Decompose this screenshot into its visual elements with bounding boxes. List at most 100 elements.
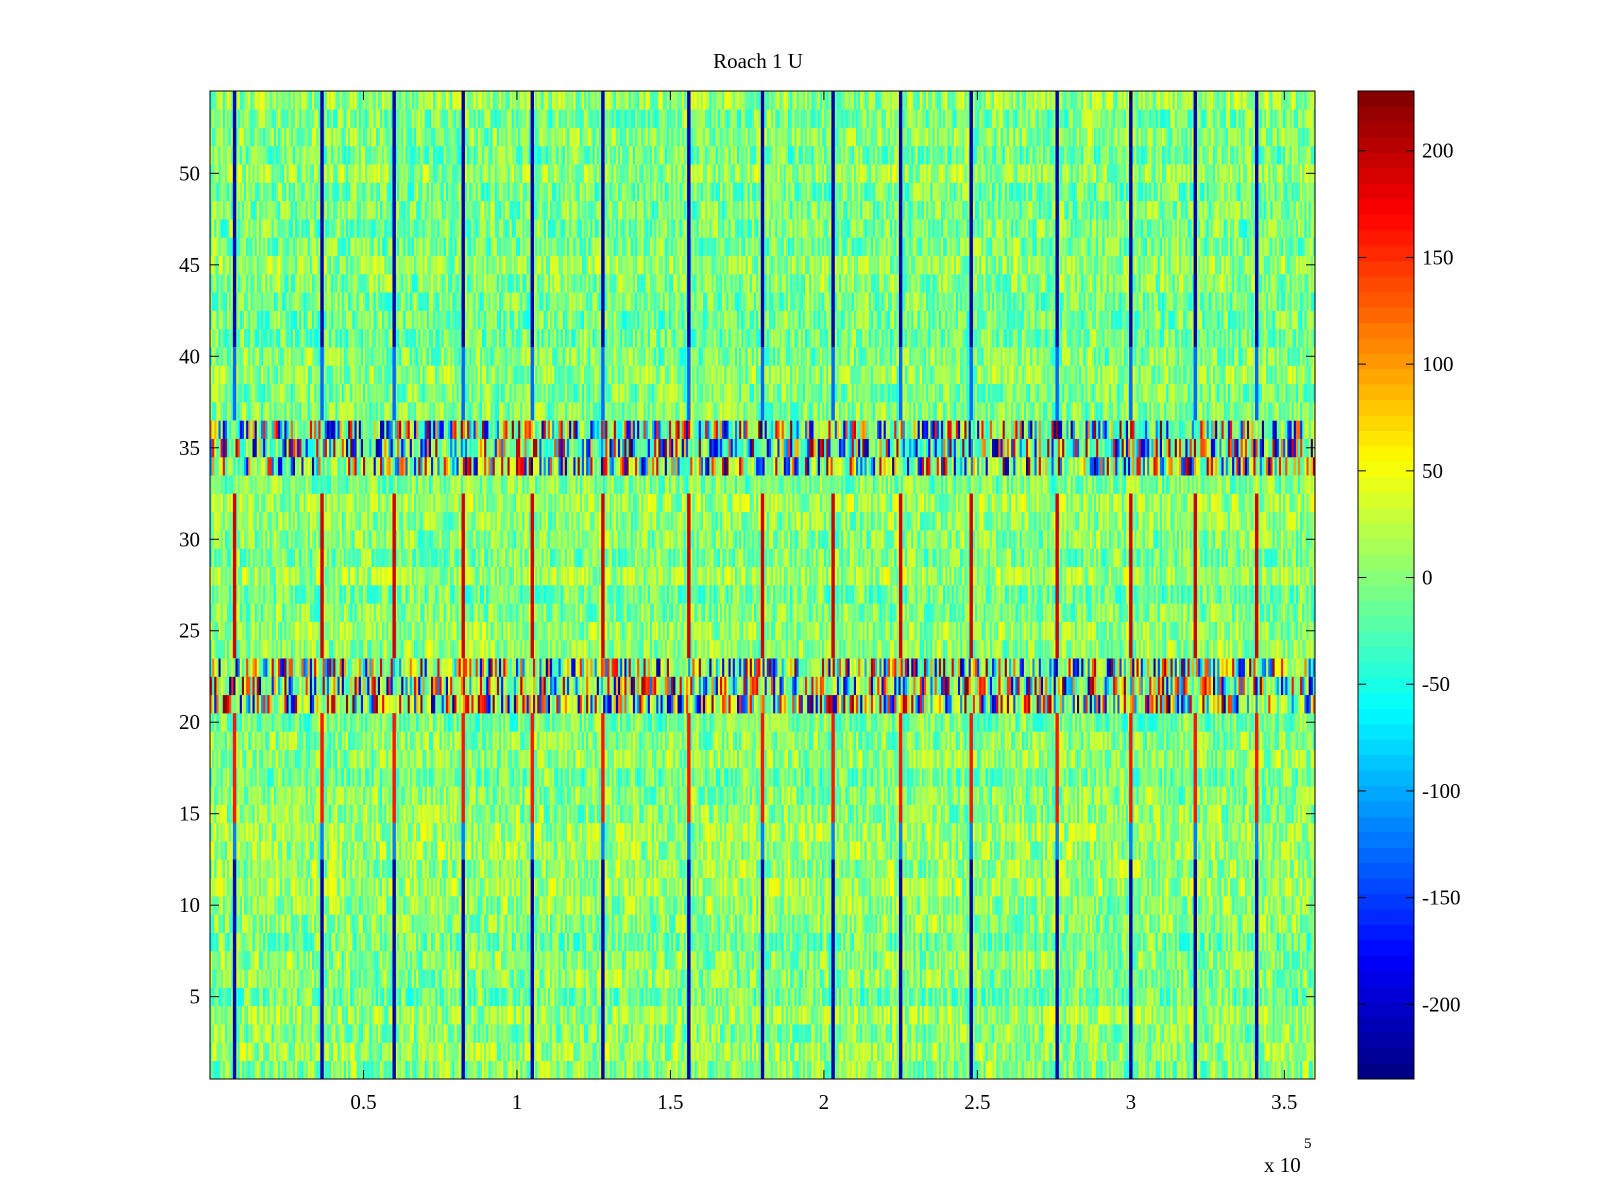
heatmap-cell xyxy=(475,950,479,970)
heatmap-cell xyxy=(439,1042,442,1062)
heatmap-cell xyxy=(539,1060,542,1080)
heatmap-cell xyxy=(1096,1060,1099,1080)
heatmap-cell xyxy=(1085,932,1088,952)
heatmap-cell xyxy=(811,1042,814,1062)
heatmap-cell xyxy=(590,1005,593,1025)
heatmap-cell xyxy=(503,914,506,933)
heatmap-cell xyxy=(371,1024,374,1043)
heatmap-cell xyxy=(535,1005,538,1025)
heatmap-cell xyxy=(312,987,315,1007)
heatmap-cell xyxy=(913,1024,916,1043)
heatmap-cell xyxy=(819,987,823,1007)
heatmap-cell xyxy=(802,896,806,915)
heatmap-cell xyxy=(318,1005,321,1025)
heatmap-cell xyxy=(275,932,279,952)
heatmap-cell xyxy=(222,1024,226,1043)
heatmap-cell xyxy=(1185,969,1188,988)
heatmap-cell xyxy=(403,987,406,1007)
heatmap-cell xyxy=(248,896,251,915)
heatmap-cell xyxy=(1060,914,1063,933)
heatmap-cell xyxy=(354,1024,357,1043)
heatmap-cell xyxy=(851,1005,855,1025)
heatmap-cell xyxy=(290,1042,294,1062)
heatmap-cell xyxy=(244,987,247,1007)
heatmap-cell xyxy=(210,932,213,952)
heatmap-cell xyxy=(1030,932,1033,952)
heatmap-cell xyxy=(422,969,425,988)
heatmap-cell xyxy=(382,987,385,1007)
heatmap-cell xyxy=(654,896,657,915)
heatmap-cell xyxy=(454,1024,457,1043)
heatmap-cell xyxy=(1021,932,1025,952)
heatmap-cell xyxy=(479,1060,483,1080)
heatmap-cell xyxy=(1072,932,1076,952)
heatmap-cell xyxy=(1040,1005,1044,1025)
heatmap-cell xyxy=(1049,950,1052,970)
heatmap-cell xyxy=(1217,969,1220,988)
heatmap-cell xyxy=(482,914,485,933)
heatmap-cell xyxy=(1028,914,1031,933)
heatmap-cell xyxy=(779,914,782,933)
heatmap-cell xyxy=(800,969,804,988)
heatmap-cell xyxy=(777,896,780,915)
heatmap-cell xyxy=(1259,932,1263,952)
heatmap-cell xyxy=(781,1042,785,1062)
heatmap-cell xyxy=(998,969,1001,988)
heatmap-cell xyxy=(1272,950,1275,970)
heatmap-cell xyxy=(728,969,731,988)
heatmap-cell xyxy=(1176,914,1180,933)
heatmap-cell xyxy=(216,932,219,952)
heatmap-cell xyxy=(1227,969,1231,988)
heatmap-cell xyxy=(416,1060,419,1080)
heatmap-cell xyxy=(796,969,799,988)
heatmap-cell xyxy=(1221,1024,1224,1043)
heatmap-cell xyxy=(386,987,389,1007)
heatmap-cell xyxy=(930,987,933,1007)
heatmap-cell xyxy=(295,1024,298,1043)
heatmap-cell xyxy=(312,1060,315,1080)
heatmap-cell xyxy=(853,1060,857,1080)
heatmap-cell xyxy=(1208,1042,1212,1062)
heatmap-cell xyxy=(454,1042,457,1062)
heatmap-cell xyxy=(1083,914,1086,933)
heatmap-cell xyxy=(352,914,355,933)
heatmap-cell xyxy=(326,1042,330,1062)
heatmap-cell xyxy=(511,914,515,933)
heatmap-cell xyxy=(654,914,657,933)
heatmap-cell xyxy=(843,1042,846,1062)
heatmap-cell xyxy=(1149,987,1152,1007)
heatmap-cell xyxy=(690,1005,693,1025)
heatmap-cell xyxy=(1036,1042,1040,1062)
heatmap-cell xyxy=(1140,1005,1144,1025)
heatmap-cell xyxy=(1166,914,1169,933)
heatmap-cell xyxy=(779,987,782,1007)
heatmap-cell xyxy=(811,896,814,915)
heatmap-cell xyxy=(1068,1024,1071,1043)
heatmap-cell xyxy=(1030,987,1033,1007)
heatmap-cell xyxy=(263,932,266,952)
heatmap-cell xyxy=(1159,1005,1163,1025)
heatmap-cell xyxy=(981,914,984,933)
heatmap-cell xyxy=(824,1005,827,1025)
heatmap-cell xyxy=(1002,987,1006,1007)
heatmap-cell xyxy=(1030,1060,1033,1080)
heatmap-cell xyxy=(1140,1042,1144,1062)
heatmap-cell xyxy=(256,896,260,915)
heatmap-cell xyxy=(773,950,776,970)
heatmap-cell xyxy=(747,914,751,933)
heatmap-cell xyxy=(955,1024,959,1043)
heatmap-cell xyxy=(1100,1005,1103,1025)
heatmap-cell xyxy=(360,896,364,915)
heatmap-cell xyxy=(303,950,306,970)
heatmap-cell xyxy=(1196,1005,1199,1025)
heatmap-cell xyxy=(282,969,285,988)
heatmap-cell xyxy=(1004,950,1008,970)
heatmap-cell xyxy=(1117,1060,1120,1080)
heatmap-cell xyxy=(1181,987,1184,1007)
heatmap-cell xyxy=(700,969,704,988)
heatmap-cell xyxy=(286,969,289,988)
heatmap-cell xyxy=(734,932,738,952)
heatmap-cell xyxy=(943,1042,946,1062)
heatmap-cell xyxy=(1240,914,1244,933)
heatmap-cell xyxy=(694,950,697,970)
